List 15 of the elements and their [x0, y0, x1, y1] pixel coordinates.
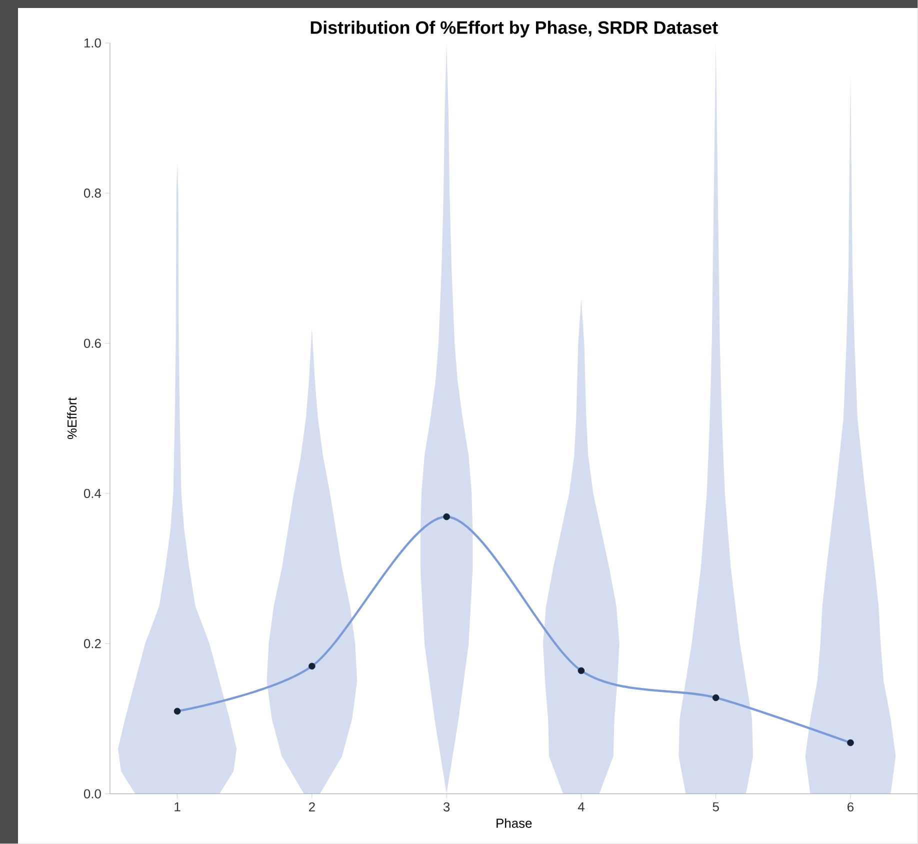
x-tick-label: 6 [848, 802, 854, 812]
x-tick-label: 5 [712, 802, 719, 812]
y-tick-label: 0.6 [84, 338, 101, 348]
y-tick-label: 0.8 [84, 188, 101, 198]
x-tick-label: 3 [443, 802, 450, 812]
y-tick-label: 1.0 [84, 38, 101, 48]
y-tick-label: 0.4 [84, 488, 102, 498]
x-tick-label: 2 [308, 802, 315, 812]
y-tick-label: 0.2 [84, 639, 101, 648]
chart-title: Distribution Of %Effort by Phase, SRDR Dataset [310, 20, 718, 38]
x-axis-title: Phase [496, 818, 532, 828]
y-tick-label: 0.0 [84, 789, 101, 798]
x-tick-label: 1 [174, 802, 180, 812]
x-tick-label: 4 [578, 802, 584, 812]
y-axis-title: %Effort [67, 397, 77, 440]
